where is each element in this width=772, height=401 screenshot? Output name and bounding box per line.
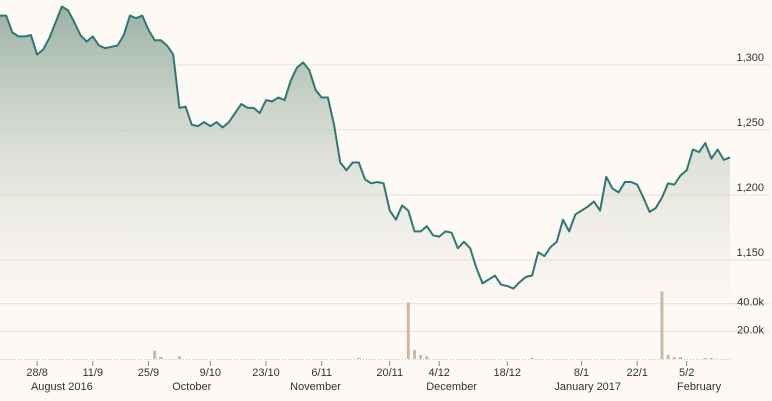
month-label: August 2016 <box>31 381 93 393</box>
x-tick-label: 25/9 <box>138 367 159 379</box>
volume-bar <box>153 350 157 359</box>
y-tick-label: 1,150 <box>736 247 764 259</box>
area <box>0 6 730 299</box>
volume-bar <box>159 356 163 359</box>
x-tick-label: 4/12 <box>429 367 450 379</box>
month-label: November <box>290 381 341 393</box>
x-tick-label: 28/8 <box>26 367 47 379</box>
volume-bar <box>357 357 361 359</box>
x-tick-label: 6/11 <box>311 367 332 379</box>
month-label: January 2017 <box>554 381 621 393</box>
price-line <box>0 5 731 290</box>
volume-bar <box>406 302 410 359</box>
volume-bar <box>530 357 534 359</box>
volume-bar <box>679 356 683 359</box>
volume-bar <box>666 354 670 359</box>
x-tick-label: 9/10 <box>200 367 221 379</box>
volume-bar <box>703 357 707 359</box>
x-tick-label: 18/12 <box>494 367 522 379</box>
volume-bar <box>709 357 713 359</box>
x-tick-label: 11/9 <box>82 367 103 379</box>
x-tick-label: 20/11 <box>376 367 403 379</box>
volume-bar <box>412 350 416 359</box>
y-tick-label: 1,300 <box>736 52 764 64</box>
y-tick-label: 1,250 <box>736 117 764 129</box>
month-label: October <box>172 381 211 393</box>
x-tick-label: 8/1 <box>574 367 589 379</box>
volume-tick-label: 20.0k <box>737 324 764 336</box>
month-label: December <box>426 381 477 393</box>
volume-bar <box>660 291 664 359</box>
volume-tick-label: 40.0k <box>737 297 764 309</box>
x-tick-label: 5/2 <box>679 367 694 379</box>
volume-bar <box>425 356 429 359</box>
x-tick-label: 23/10 <box>252 367 280 379</box>
x-tick-label: 22/1 <box>626 367 647 379</box>
y-tick-label: 1,200 <box>736 182 764 194</box>
month-label: February <box>677 381 722 393</box>
volume-bar <box>419 354 423 359</box>
volume-bar <box>177 356 181 359</box>
volume-bar <box>672 356 676 359</box>
